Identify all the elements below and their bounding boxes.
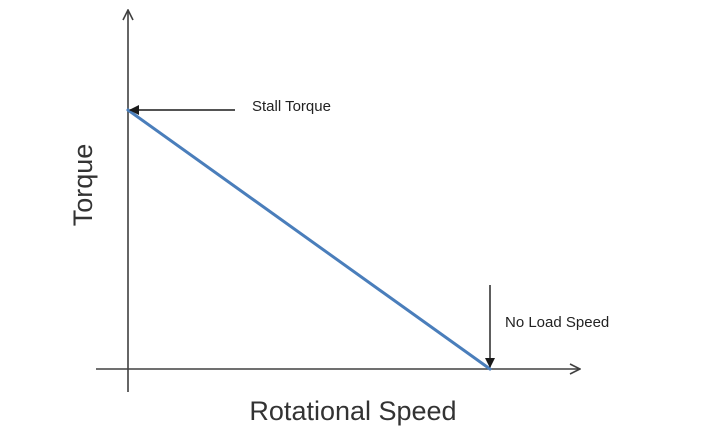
no-load-speed-label: No Load Speed [505, 314, 609, 331]
y-axis-label: Torque [68, 144, 98, 227]
series-line-0 [126, 108, 492, 371]
series-layer [126, 108, 492, 371]
stall-torque-point [126, 108, 130, 112]
x-axis-label: Rotational Speed [249, 396, 456, 426]
annotation-layer: Stall Torque No Load Speed [129, 98, 609, 368]
stall-torque-label: Stall Torque [252, 98, 331, 115]
no-load-speed-point [488, 367, 492, 371]
